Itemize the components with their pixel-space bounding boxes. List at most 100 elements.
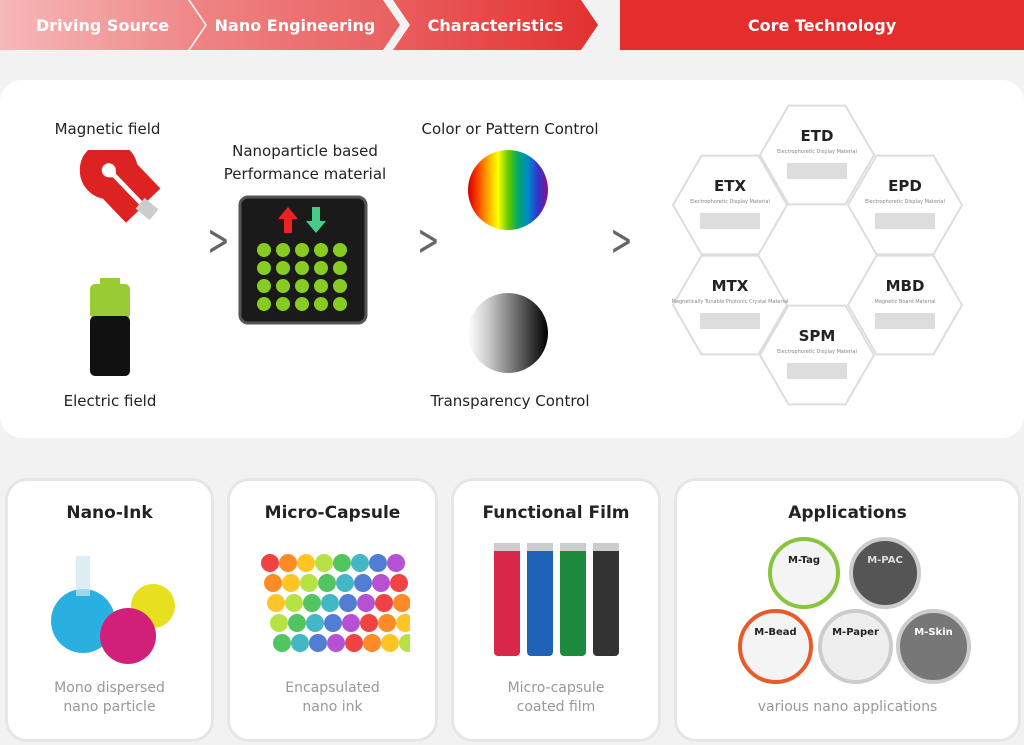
nanoparticle-dot [295,261,309,275]
hex-epd[interactable]: EPD Electrophoretic Display Material [846,154,964,256]
hex-etx[interactable]: ETX Electrophoretic Display Material [671,154,789,256]
hex-mbd[interactable]: MBD Magnetic Board Material [846,254,964,356]
nanoparticle-dot [333,261,347,275]
capsule [273,634,291,652]
capsule [381,634,399,652]
hex-diagram [875,313,935,329]
chevron-right-icon: > [207,215,230,266]
hex-title: MTX [712,277,749,295]
nanoparticle-dot [276,297,290,311]
capsule [309,634,327,652]
magnet-icon [79,150,161,223]
electric-field-label: Electric field [63,392,157,410]
step-driving-source: Driving Source [0,0,205,50]
app-m-paper[interactable]: M-Paper [818,609,893,684]
hex-title: SPM [799,327,836,345]
card-nano-ink: Nano-Ink Mono dispersed nano particle [5,478,214,742]
capsule [393,594,410,612]
capsule [360,614,378,632]
capsule [354,574,372,592]
film-roll-cap [494,543,520,551]
card-title: Nano-Ink [66,503,153,523]
capsule [300,574,318,592]
nanoparticle-dot [276,279,290,293]
capsule [288,614,306,632]
hex-diagram [787,363,847,379]
card-title: Applications [788,503,907,523]
nanoparticle-dot [295,243,309,257]
hex-etd[interactable]: ETD Electrophoretic Display Material [758,104,876,206]
color-control-label: Color or Pattern Control [421,120,599,138]
capsule [342,614,360,632]
nanoparticle-dot [295,297,309,311]
transparency-control-label: Transparency Control [430,392,590,410]
film-roll [527,546,553,656]
film-roll-cap [527,543,553,551]
capsule [282,574,300,592]
card-applications: Applications M-Tag M-PAC M-Bead M-Paper … [674,478,1021,742]
film-rolls-icon [494,543,619,656]
hex-desc: Electrophoretic Display Material [777,349,857,355]
capsule [375,594,393,612]
card-title: Functional Film [482,503,630,523]
nanoparticle-dot [276,261,290,275]
capsule [285,594,303,612]
card-title: Micro-Capsule [264,503,401,523]
capsules-icon [261,554,410,652]
capsule [261,554,279,572]
film-roll-cap [560,543,586,551]
capsule [369,554,387,572]
hex-title: ETD [801,127,834,145]
nanoparticle-dot [257,297,271,311]
nanoparticle-dot [295,279,309,293]
hex-title: MBD [886,277,925,295]
capsule [399,634,410,652]
nanoparticle-dot [314,279,328,293]
capsule [333,554,351,572]
hex-diagram [787,163,847,179]
step-nano-engineering: Nano Engineering [190,0,400,50]
capsule [297,554,315,572]
nanoparticle-title-line1: Nanoparticle based [232,142,378,160]
capsule [396,614,410,632]
capsule [306,614,324,632]
capsule [372,574,390,592]
nanoparticle-dot [333,279,347,293]
nanoparticle-dot [276,243,290,257]
film-roll [560,546,586,656]
nanoparticle-dot [333,297,347,311]
nanoparticle-title-line2: Performance material [223,165,387,183]
step-core-technology: Core Technology [620,0,1024,50]
capsule [390,574,408,592]
card-micro-capsule: Micro-Capsule Encapsulated nano ink [227,478,438,742]
core-technology-hexagons: ETD Electrophoretic Display Material ETX El… [671,104,964,406]
hex-mtx[interactable]: MTX Magnetically Tunable Photonic Crystal… [672,254,789,356]
card-desc: Micro-capsule coated film [507,680,605,715]
capsule [327,634,345,652]
hex-desc: Magnetically Tunable Photonic Crystal Ma… [672,299,789,305]
app-m-pac[interactable]: M-PAC [849,537,921,609]
capsule [336,574,354,592]
card-desc: various nano applications [757,699,938,715]
capsule [387,554,405,572]
flask-icon [51,556,175,664]
capsule [291,634,309,652]
hex-title: ETX [714,177,746,195]
capsule [321,594,339,612]
capsule [264,574,282,592]
card-desc: Encapsulated nano ink [285,680,380,715]
capsule [357,594,375,612]
film-roll [494,546,520,656]
nanoparticle-dot [333,243,347,257]
hex-desc: Electrophoretic Display Material [777,149,857,155]
step-characteristics: Characteristics [393,0,598,50]
capsule [345,634,363,652]
nanoparticle-dot [314,261,328,275]
nanoparticle-dot [314,297,328,311]
app-m-tag[interactable]: M-Tag [768,537,840,609]
hex-spm[interactable]: SPM Electrophoretic Display Material [758,304,876,406]
app-m-skin[interactable]: M-Skin [896,609,971,684]
nanoparticle-dot [257,261,271,275]
magnetic-field-label: Magnetic field [54,120,161,138]
app-m-bead[interactable]: M-Bead [738,609,813,684]
